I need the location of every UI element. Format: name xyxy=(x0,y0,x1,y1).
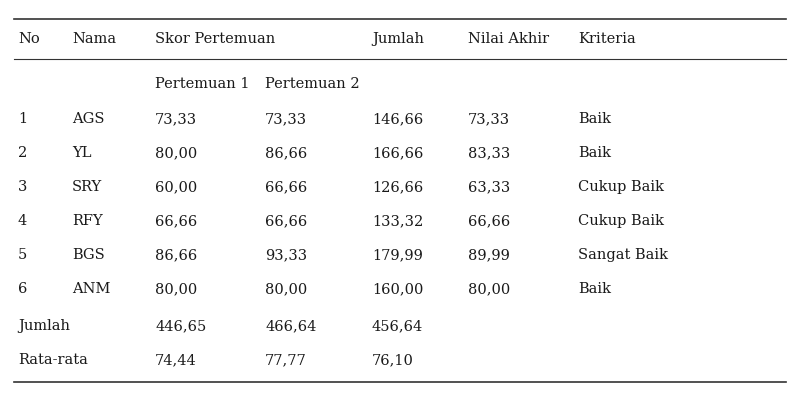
Text: 146,66: 146,66 xyxy=(372,112,423,126)
Text: 86,66: 86,66 xyxy=(155,248,198,262)
Text: Skor Pertemuan: Skor Pertemuan xyxy=(155,32,275,46)
Text: 83,33: 83,33 xyxy=(468,146,510,160)
Text: 179,99: 179,99 xyxy=(372,248,423,262)
Text: Rata-rata: Rata-rata xyxy=(18,353,88,367)
Text: Nilai Akhir: Nilai Akhir xyxy=(468,32,549,46)
Text: 466,64: 466,64 xyxy=(265,319,316,333)
Text: 1: 1 xyxy=(18,112,27,126)
Text: 456,64: 456,64 xyxy=(372,319,423,333)
Text: 89,99: 89,99 xyxy=(468,248,510,262)
Text: 4: 4 xyxy=(18,214,27,228)
Text: 66,66: 66,66 xyxy=(265,214,307,228)
Text: RFY: RFY xyxy=(72,214,102,228)
Text: 2: 2 xyxy=(18,146,27,160)
Text: 126,66: 126,66 xyxy=(372,180,423,194)
Text: Cukup Baik: Cukup Baik xyxy=(578,180,664,194)
Text: Jumlah: Jumlah xyxy=(372,32,424,46)
Text: 80,00: 80,00 xyxy=(155,282,198,296)
Text: No: No xyxy=(18,32,40,46)
Text: 76,10: 76,10 xyxy=(372,353,414,367)
Text: YL: YL xyxy=(72,146,91,160)
Text: 77,77: 77,77 xyxy=(265,353,306,367)
Text: 80,00: 80,00 xyxy=(468,282,510,296)
Text: Nama: Nama xyxy=(72,32,116,46)
Text: Pertemuan 2: Pertemuan 2 xyxy=(265,77,360,91)
Text: 66,66: 66,66 xyxy=(265,180,307,194)
Text: SRY: SRY xyxy=(72,180,102,194)
Text: 63,33: 63,33 xyxy=(468,180,510,194)
Text: AGS: AGS xyxy=(72,112,105,126)
Text: 73,33: 73,33 xyxy=(468,112,510,126)
Text: 160,00: 160,00 xyxy=(372,282,423,296)
Text: Baik: Baik xyxy=(578,282,611,296)
Text: BGS: BGS xyxy=(72,248,105,262)
Text: 73,33: 73,33 xyxy=(265,112,307,126)
Text: ANM: ANM xyxy=(72,282,110,296)
Text: 5: 5 xyxy=(18,248,27,262)
Text: 133,32: 133,32 xyxy=(372,214,423,228)
Text: 93,33: 93,33 xyxy=(265,248,307,262)
Text: Baik: Baik xyxy=(578,112,611,126)
Text: 446,65: 446,65 xyxy=(155,319,206,333)
Text: 66,66: 66,66 xyxy=(468,214,510,228)
Text: 3: 3 xyxy=(18,180,27,194)
Text: Baik: Baik xyxy=(578,146,611,160)
Text: Cukup Baik: Cukup Baik xyxy=(578,214,664,228)
Text: Pertemuan 1: Pertemuan 1 xyxy=(155,77,250,91)
Text: Jumlah: Jumlah xyxy=(18,319,70,333)
Text: 66,66: 66,66 xyxy=(155,214,198,228)
Text: Sangat Baik: Sangat Baik xyxy=(578,248,668,262)
Text: 80,00: 80,00 xyxy=(155,146,198,160)
Text: Kriteria: Kriteria xyxy=(578,32,636,46)
Text: 74,44: 74,44 xyxy=(155,353,197,367)
Text: 86,66: 86,66 xyxy=(265,146,307,160)
Text: 73,33: 73,33 xyxy=(155,112,197,126)
Text: 6: 6 xyxy=(18,282,27,296)
Text: 166,66: 166,66 xyxy=(372,146,423,160)
Text: 60,00: 60,00 xyxy=(155,180,198,194)
Text: 80,00: 80,00 xyxy=(265,282,307,296)
